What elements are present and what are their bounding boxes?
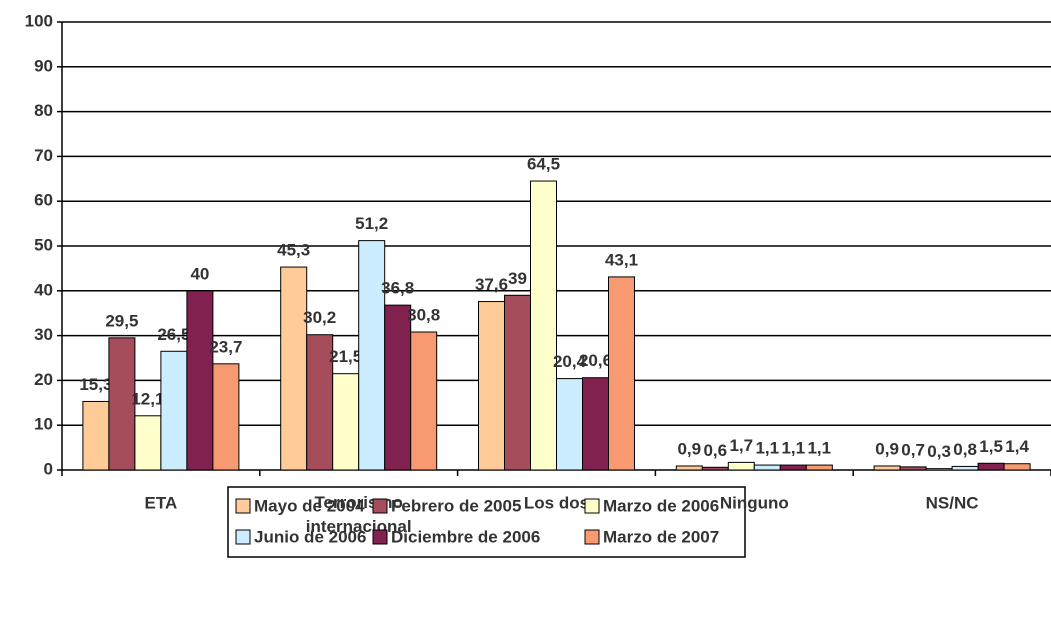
value-label: 64,5: [527, 155, 560, 174]
bar: [108, 337, 136, 471]
bar: [478, 301, 505, 471]
bar: [805, 464, 833, 471]
value-label: 1,7: [729, 436, 753, 455]
value-label: 36,8: [381, 279, 414, 298]
bar: [134, 415, 162, 471]
legend-swatch: [235, 529, 251, 545]
y-tick-label: 90: [34, 56, 53, 75]
y-tick-label: 50: [34, 235, 53, 254]
y-tick-label: 0: [44, 459, 53, 478]
legend-label: Mayo de 2004: [254, 496, 365, 515]
bar: [280, 266, 308, 471]
bar: [608, 276, 635, 471]
bar: [556, 378, 583, 471]
legend-label: Junio de 2006: [254, 527, 366, 546]
value-label: 20,4: [553, 352, 587, 371]
bar: [925, 468, 953, 471]
bar: [753, 464, 781, 471]
y-tick-label: 10: [34, 415, 53, 434]
x-tick-label: ETA: [145, 493, 178, 512]
y-tick-label: 30: [34, 325, 53, 344]
bar: [727, 461, 755, 471]
value-label: 0,7: [901, 440, 925, 459]
value-label: 0,9: [677, 439, 701, 458]
value-label: 12,1: [131, 389, 164, 408]
bar: [530, 180, 557, 471]
y-tick-label: 60: [34, 191, 53, 210]
value-label: 30,8: [407, 306, 440, 325]
bar: [358, 240, 386, 471]
value-label: 20,6: [579, 351, 612, 370]
bar: [675, 465, 703, 471]
bar: [186, 290, 214, 471]
value-label: 0,3: [927, 442, 951, 461]
value-label: 1,1: [807, 439, 831, 458]
value-label: 1,4: [1005, 437, 1029, 456]
value-label: 23,7: [209, 337, 242, 356]
x-tick-label: Los dos: [524, 493, 589, 512]
y-tick-label: 80: [34, 101, 53, 120]
y-tick-label: 20: [34, 370, 53, 389]
legend-swatch: [372, 529, 388, 545]
bar: [779, 464, 807, 471]
bar: [899, 466, 927, 471]
value-label: 29,5: [105, 311, 138, 330]
bar: [977, 462, 1005, 471]
legend-swatch: [372, 498, 388, 514]
y-tick-label: 100: [25, 11, 53, 30]
y-tick-label: 70: [34, 146, 53, 165]
value-label: 40: [190, 264, 209, 283]
bar: [82, 400, 110, 471]
value-label: 37,6: [475, 275, 508, 294]
value-label: 1,5: [979, 437, 1003, 456]
legend-box: [227, 486, 746, 558]
bar: [306, 334, 334, 471]
value-label: 0,8: [953, 440, 977, 459]
value-label: 0,9: [875, 439, 899, 458]
bar: [410, 331, 438, 471]
value-label: 1,1: [755, 439, 779, 458]
value-label: 30,2: [303, 308, 336, 327]
legend-label: Marzo de 2006: [603, 496, 719, 515]
legend-label: Febrero de 2005: [391, 496, 521, 515]
bar: [160, 350, 188, 471]
x-tick-label: Ninguno: [720, 493, 789, 512]
value-label: 26,5: [157, 325, 190, 344]
bar: [212, 363, 240, 471]
bar: [504, 294, 531, 471]
x-tick-label: NS/NC: [926, 493, 979, 512]
legend-swatch: [235, 498, 251, 514]
y-tick-label: 40: [34, 280, 53, 299]
legend-swatch: [584, 529, 600, 545]
bar: [384, 304, 412, 471]
bar: [332, 373, 360, 471]
value-label: 43,1: [605, 250, 638, 269]
bar: [582, 377, 609, 471]
legend-label: Marzo de 2007: [603, 527, 719, 546]
value-label: 21,5: [329, 347, 362, 366]
value-label: 45,3: [277, 241, 310, 260]
bar: [951, 465, 979, 471]
value-label: 39: [508, 269, 527, 288]
bar: [873, 465, 901, 471]
bar: [1003, 463, 1031, 471]
value-label: 51,2: [355, 214, 388, 233]
value-label: 15,3: [79, 375, 112, 394]
value-label: 0,6: [703, 441, 727, 460]
bar: [701, 466, 729, 471]
legend-label: Diciembre de 2006: [391, 527, 540, 546]
value-label: 1,1: [781, 439, 805, 458]
legend-swatch: [584, 498, 600, 514]
